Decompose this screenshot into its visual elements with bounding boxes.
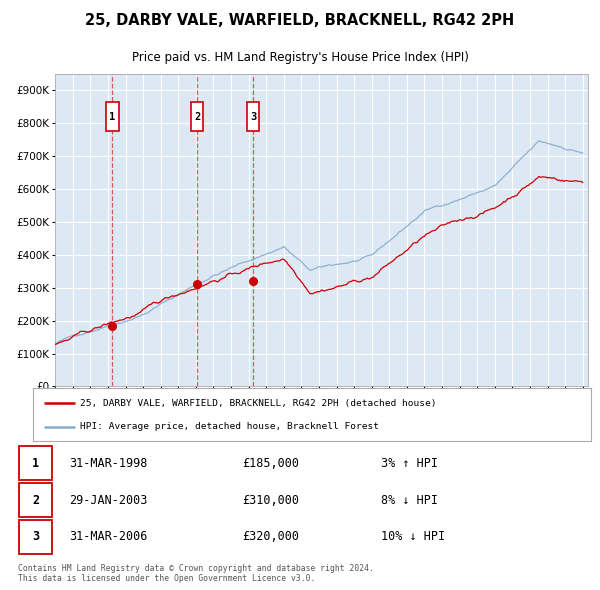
Text: £310,000: £310,000 xyxy=(242,493,299,507)
Text: 10% ↓ HPI: 10% ↓ HPI xyxy=(380,530,445,543)
Text: 2: 2 xyxy=(194,112,200,122)
Text: 25, DARBY VALE, WARFIELD, BRACKNELL, RG42 2PH (detached house): 25, DARBY VALE, WARFIELD, BRACKNELL, RG4… xyxy=(80,399,437,408)
Text: 1: 1 xyxy=(109,112,115,122)
FancyBboxPatch shape xyxy=(106,101,119,132)
FancyBboxPatch shape xyxy=(19,446,52,480)
Text: 3% ↑ HPI: 3% ↑ HPI xyxy=(380,457,437,470)
Text: 31-MAR-1998: 31-MAR-1998 xyxy=(70,457,148,470)
FancyBboxPatch shape xyxy=(191,101,203,132)
Text: 3: 3 xyxy=(32,530,39,543)
Text: Price paid vs. HM Land Registry's House Price Index (HPI): Price paid vs. HM Land Registry's House … xyxy=(131,51,469,64)
FancyBboxPatch shape xyxy=(247,101,259,132)
Text: £320,000: £320,000 xyxy=(242,530,299,543)
Text: 25, DARBY VALE, WARFIELD, BRACKNELL, RG42 2PH: 25, DARBY VALE, WARFIELD, BRACKNELL, RG4… xyxy=(85,13,515,28)
Text: 3: 3 xyxy=(250,112,256,122)
Text: HPI: Average price, detached house, Bracknell Forest: HPI: Average price, detached house, Brac… xyxy=(80,422,379,431)
Text: £185,000: £185,000 xyxy=(242,457,299,470)
Text: 1: 1 xyxy=(32,457,39,470)
Text: 8% ↓ HPI: 8% ↓ HPI xyxy=(380,493,437,507)
Text: 31-MAR-2006: 31-MAR-2006 xyxy=(70,530,148,543)
Text: 2: 2 xyxy=(32,493,39,507)
FancyBboxPatch shape xyxy=(19,483,52,517)
Text: Contains HM Land Registry data © Crown copyright and database right 2024.
This d: Contains HM Land Registry data © Crown c… xyxy=(18,564,374,583)
Text: 29-JAN-2003: 29-JAN-2003 xyxy=(70,493,148,507)
FancyBboxPatch shape xyxy=(19,520,52,554)
